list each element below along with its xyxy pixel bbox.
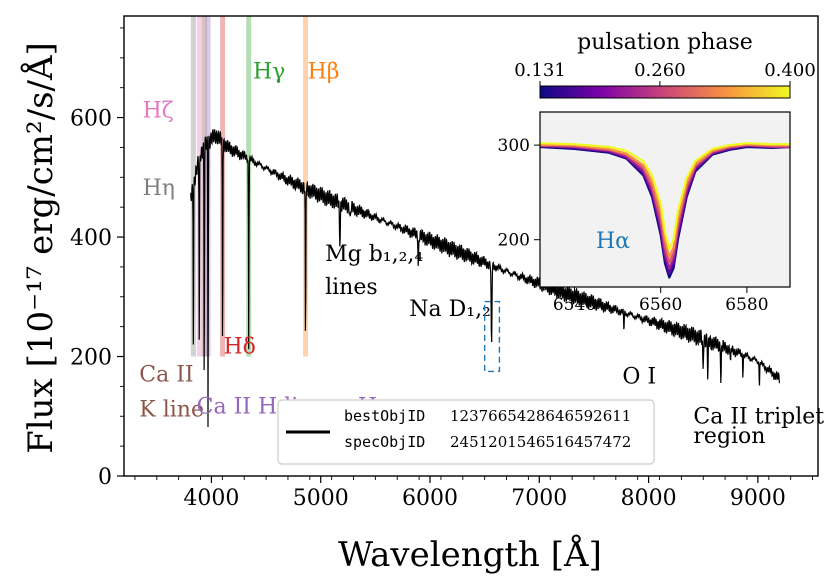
spectrum-line bbox=[190, 129, 781, 428]
legend-value-specobjid: 2451201546516457472 bbox=[450, 433, 631, 451]
y-axis-title: Flux [10⁻¹⁷ erg/cm²/s/Å] bbox=[20, 42, 61, 454]
x-tick-label-4: 8000 bbox=[621, 486, 677, 511]
annotation-6: K line bbox=[139, 397, 204, 422]
inset-y-ticks: 200 300 bbox=[498, 136, 540, 251]
line-band-6 bbox=[303, 16, 309, 357]
legend-key-bestobjid: bestObjID bbox=[344, 407, 425, 425]
annotation-10: Na D₁,₂ bbox=[409, 297, 491, 322]
x-tick-label-3: 7000 bbox=[511, 486, 567, 511]
inset-y-tick-label-1: 300 bbox=[498, 136, 530, 156]
x-axis-ticks: 4000 5000 6000 7000 8000 9000 bbox=[134, 476, 813, 511]
annotation-1: Hη bbox=[143, 176, 175, 201]
halpha-highlight-box bbox=[483, 300, 501, 373]
x-tick-label-1: 5000 bbox=[293, 486, 349, 511]
x-axis-title: Wavelength [Å] bbox=[338, 534, 602, 575]
legend: bestObjID 1237665428646592611 specObjID … bbox=[277, 399, 655, 465]
inset-x-tick-label-2: 6580 bbox=[725, 295, 768, 315]
inset-x-ticks: 6540 6560 6580 bbox=[553, 287, 769, 315]
annotation-9: lines bbox=[325, 275, 378, 300]
inset-series-line-5 bbox=[539, 142, 790, 251]
y-tick-label-0: 0 bbox=[98, 465, 112, 490]
annotation-8: Mg b₁,₂,₄ bbox=[325, 242, 423, 267]
legend-key-specobjid: specObjID bbox=[344, 433, 425, 451]
inset-x-tick-label-1: 6560 bbox=[639, 295, 682, 315]
legend-value-bestobjid: 1237665428646592611 bbox=[450, 407, 631, 425]
annotation-0: Hζ bbox=[143, 99, 174, 124]
colorbar-ticks: 0.131 0.260 0.400 bbox=[514, 60, 816, 86]
inset-x-tick-label-0: 6540 bbox=[553, 295, 596, 315]
y-axis-ticks: 0 200 400 600 bbox=[70, 27, 124, 490]
annotation-11: O I bbox=[622, 364, 656, 389]
annotation-13: region bbox=[693, 424, 765, 449]
halpha-inset: 6540 6560 6580 200 300 Hα bbox=[498, 111, 791, 315]
colorbar-tick-label-0: 0.131 bbox=[514, 60, 566, 81]
inset-series bbox=[539, 142, 791, 279]
x-tick-label-2: 6000 bbox=[402, 486, 458, 511]
spectrum-series bbox=[190, 129, 781, 428]
colorbar: pulsation phase 0.131 0.260 0.400 bbox=[514, 30, 816, 99]
inset-axes-frame bbox=[539, 111, 791, 288]
x-tick-label-0: 4000 bbox=[183, 486, 239, 511]
annotation-4: Hδ bbox=[223, 335, 255, 360]
annotation-2: Hγ bbox=[253, 60, 285, 85]
legend-box bbox=[277, 399, 655, 465]
colorbar-tick-label-2: 0.400 bbox=[764, 60, 816, 81]
annotation-12: Ca II triplet bbox=[693, 404, 824, 429]
main-plot: 4000 5000 6000 7000 8000 9000 0 200 400 600 Hζ Hη… bbox=[20, 15, 824, 575]
colorbar-tick-label-1: 0.260 bbox=[634, 60, 686, 81]
y-tick-label-2: 400 bbox=[70, 226, 112, 251]
annotation-3: Hβ bbox=[308, 60, 340, 85]
colorbar-title: pulsation phase bbox=[577, 30, 753, 55]
y-tick-label-1: 200 bbox=[70, 346, 112, 371]
main-axes-frame bbox=[123, 15, 819, 477]
inset-halpha-label: Hα bbox=[596, 229, 630, 254]
colorbar-gradient bbox=[539, 85, 791, 99]
x-tick-label-5: 9000 bbox=[730, 486, 786, 511]
annotation-5: Ca II bbox=[139, 363, 193, 388]
y-tick-label-3: 600 bbox=[70, 107, 112, 132]
inset-y-tick-label-0: 200 bbox=[498, 231, 530, 251]
